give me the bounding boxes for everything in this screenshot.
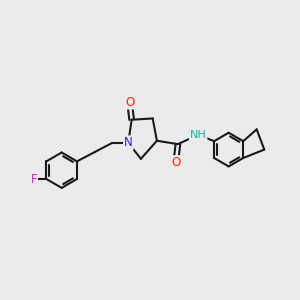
Text: F: F <box>30 172 37 185</box>
Text: O: O <box>171 156 180 169</box>
Text: NH: NH <box>190 130 206 140</box>
Text: O: O <box>125 95 134 109</box>
Text: N: N <box>124 136 133 149</box>
